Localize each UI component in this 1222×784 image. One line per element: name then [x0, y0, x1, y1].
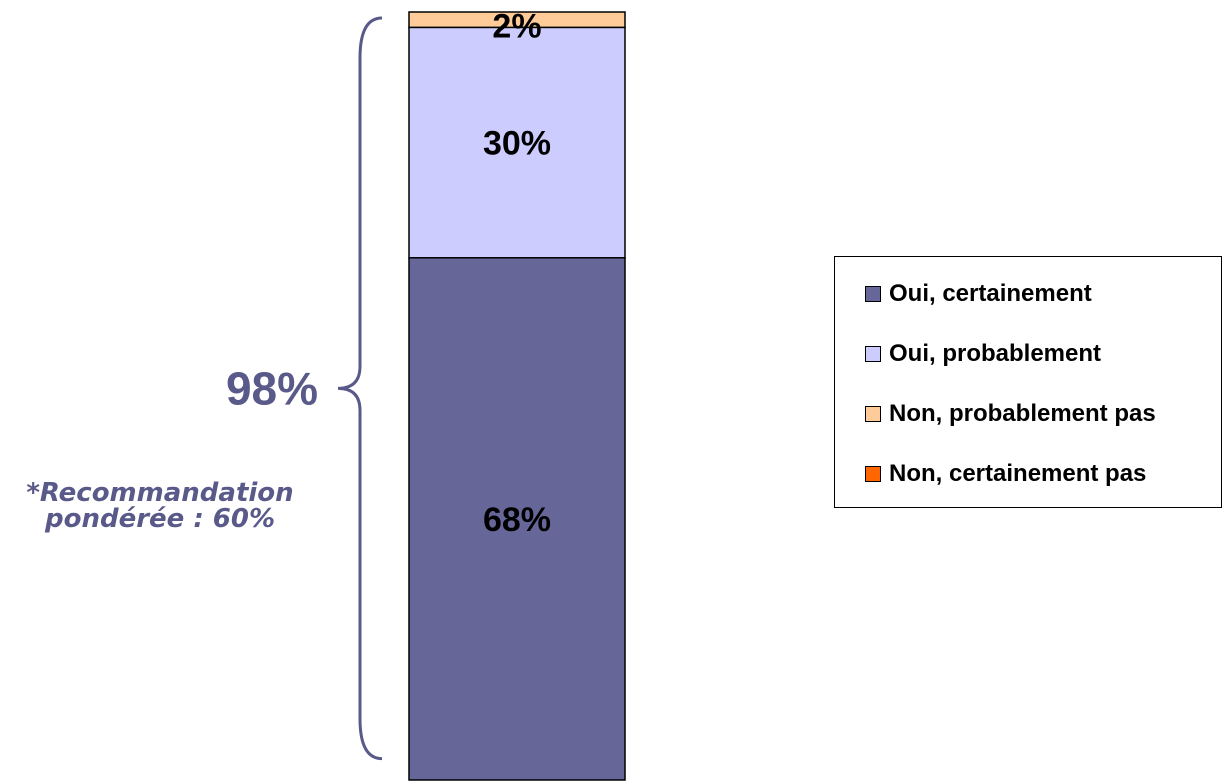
legend-swatch	[865, 406, 881, 422]
segment-labels: 68% 30% 2%	[483, 7, 551, 539]
legend-swatch	[865, 346, 881, 362]
bar-segments	[408, 11, 626, 781]
legend-label: Non, certainement pas	[889, 460, 1147, 487]
note-line-2: pondérée : 60%	[44, 504, 276, 534]
legend-item-non-probablement-pas: Non, probablement pas	[865, 399, 1156, 429]
legend-swatch	[865, 466, 881, 482]
segment-label-0: 68%	[483, 501, 551, 539]
weighted-recommendation-note: *Recommandation pondérée : 60%	[10, 480, 310, 532]
total-percent-label: 98%	[226, 362, 318, 414]
bar-segment-0	[408, 257, 626, 781]
legend-item-oui-certainement: Oui, certainement	[865, 279, 1092, 309]
legend-label: Oui, probablement	[889, 340, 1102, 367]
note-line-1: *Recommandation	[26, 478, 294, 508]
total-brace	[337, 16, 383, 761]
segment-label-2: 2%	[492, 7, 541, 45]
legend-item-oui-probablement: Oui, probablement	[865, 339, 1101, 369]
legend-item-non-certainement-pas: Non, certainement pas	[865, 459, 1146, 489]
legend-label: Oui, certainement	[889, 280, 1092, 307]
bar-segment-2	[408, 11, 626, 29]
bar-segment-1	[408, 26, 626, 259]
legend-swatch	[865, 286, 881, 302]
segment-label-1: 30%	[483, 125, 551, 163]
legend-label: Non, probablement pas	[889, 400, 1156, 427]
chart-legend: Oui, certainement Oui, probablement Non,…	[834, 256, 1222, 508]
